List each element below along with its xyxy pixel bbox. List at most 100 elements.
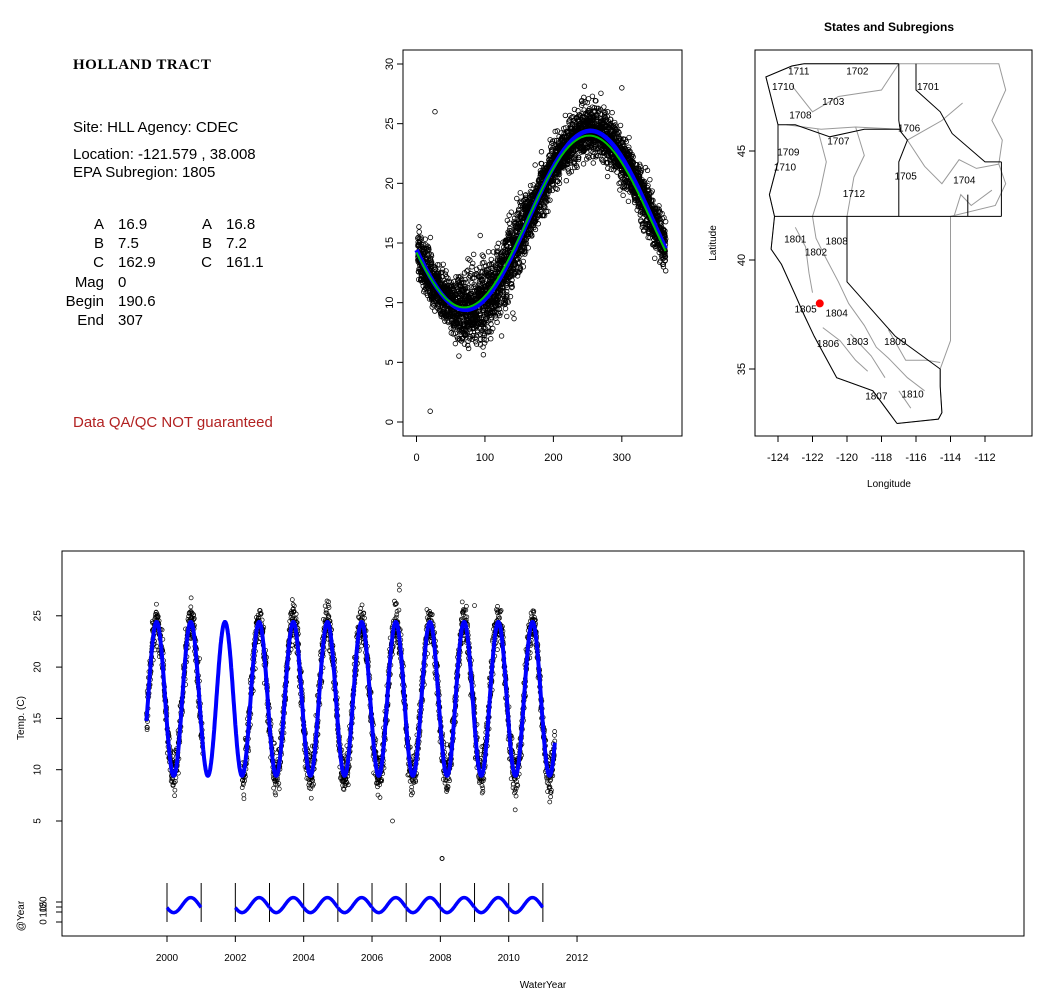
data-point	[172, 787, 178, 793]
y-tick-label: 10	[33, 764, 44, 776]
data-point	[579, 97, 585, 104]
data-point	[483, 269, 489, 275]
data-point	[522, 237, 528, 243]
data-point	[531, 224, 537, 231]
data-point	[542, 199, 548, 206]
data-point	[466, 335, 473, 342]
data-point	[567, 157, 573, 164]
data-point	[452, 340, 459, 347]
data-point	[483, 316, 489, 322]
region-label: 1705	[895, 171, 918, 182]
data-points	[415, 83, 669, 414]
coef-value-2: 16.8	[226, 216, 256, 233]
y-axis-label: Temp. (C)	[16, 696, 27, 740]
region-label: 1803	[846, 337, 869, 348]
data-point	[481, 336, 487, 343]
x-tick-label: -112	[974, 452, 995, 464]
site-agency-line: Site: HLL Agency: CDEC	[73, 119, 239, 136]
data-point	[600, 117, 606, 123]
data-point	[520, 264, 527, 270]
data-point	[450, 295, 456, 302]
region-label: 1804	[826, 309, 849, 320]
data-point	[494, 297, 500, 304]
data-point	[464, 288, 470, 295]
data-point	[604, 173, 611, 180]
data-point	[452, 330, 459, 337]
subregion-boundary	[812, 129, 827, 217]
data-point	[514, 225, 521, 231]
data-point	[595, 153, 601, 159]
data-point	[581, 83, 588, 89]
data-point	[503, 237, 509, 243]
state-boundary	[778, 124, 901, 138]
data-point	[504, 313, 510, 320]
data-point	[504, 217, 511, 224]
data-point	[607, 121, 613, 128]
outlier-point	[427, 408, 433, 414]
site-marker	[815, 299, 824, 308]
data-point	[662, 218, 669, 225]
x-tick-label: 300	[613, 452, 631, 464]
data-point	[511, 272, 517, 278]
data-point	[480, 316, 486, 323]
data-point	[503, 243, 510, 249]
data-point	[524, 204, 531, 210]
data-point	[555, 167, 562, 174]
data-point	[580, 161, 587, 167]
coef-label: Begin	[65, 292, 104, 310]
data-point	[504, 284, 510, 291]
data-point	[620, 184, 626, 191]
data-point	[612, 122, 618, 128]
data-point	[511, 315, 517, 322]
data-point	[417, 269, 424, 275]
x-axis-label: WaterYear	[520, 980, 567, 991]
data-point	[510, 266, 517, 272]
data-point	[520, 258, 526, 265]
data-point	[452, 291, 458, 297]
region-label: 1805	[794, 304, 817, 315]
data-point	[481, 259, 487, 266]
data-point	[565, 168, 572, 174]
region-label: 1703	[822, 97, 845, 108]
data-point	[276, 786, 282, 792]
data-point	[504, 288, 510, 295]
data-point	[621, 183, 627, 189]
y-tick-label: 0	[384, 419, 396, 425]
data-point	[469, 264, 475, 270]
data-point	[443, 278, 450, 285]
data-point	[562, 112, 569, 119]
data-point	[476, 278, 483, 285]
data-point	[514, 195, 520, 202]
data-point	[465, 285, 471, 291]
coef-value-2: 7.2	[226, 235, 247, 253]
data-point	[652, 255, 658, 262]
data-points	[144, 582, 558, 824]
region-label: 1802	[805, 248, 828, 259]
data-point	[615, 129, 622, 135]
data-point	[495, 240, 502, 247]
coef-label-2: B	[201, 235, 212, 253]
data-point	[571, 154, 578, 161]
data-point	[568, 125, 574, 131]
data-point	[477, 311, 483, 317]
data-point	[450, 331, 456, 337]
data-point	[506, 212, 512, 218]
data-point	[460, 299, 466, 306]
subregion-boundary	[953, 189, 993, 217]
data-point	[469, 280, 475, 286]
data-point	[491, 273, 497, 279]
region-label: 1808	[826, 237, 849, 248]
data-point	[447, 283, 454, 289]
data-point	[626, 180, 632, 187]
region-label: 1708	[789, 110, 812, 121]
data-point	[647, 176, 653, 183]
data-point	[458, 300, 464, 306]
data-point	[473, 271, 480, 277]
data-point	[440, 261, 446, 268]
data-point	[544, 194, 550, 200]
data-point	[271, 785, 277, 791]
data-point	[542, 194, 548, 200]
location-line: Location: -121.579 , 38.008	[73, 146, 256, 163]
data-point	[591, 109, 597, 115]
data-point	[485, 262, 492, 268]
